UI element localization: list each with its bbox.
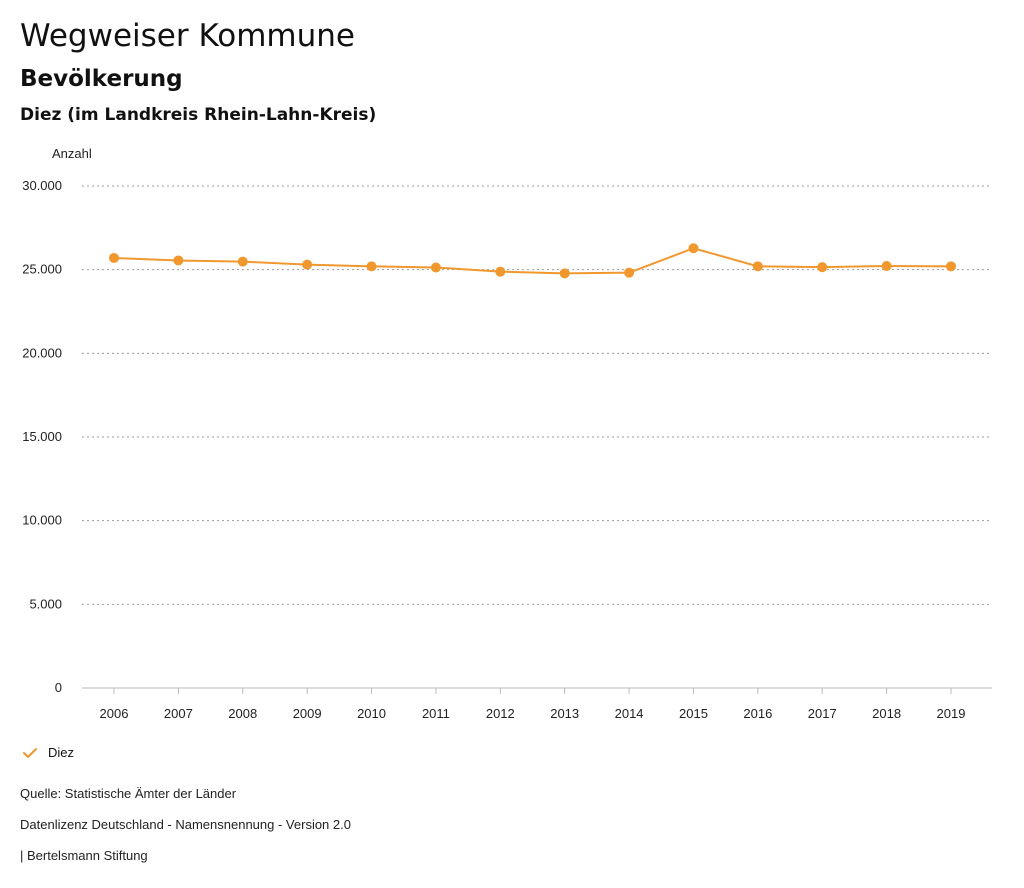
data-point[interactable] (495, 266, 506, 277)
data-point[interactable] (237, 256, 248, 267)
credit-note: | Bertelsmann Stiftung (20, 848, 148, 863)
x-tick-label: 2017 (808, 706, 837, 721)
page-subtitle: Bevölkerung (20, 66, 183, 92)
data-point[interactable] (302, 259, 313, 270)
data-point[interactable] (752, 261, 763, 272)
data-point[interactable] (624, 267, 635, 278)
legend-label: Diez (48, 745, 75, 760)
data-point[interactable] (559, 268, 570, 279)
x-tick-label: 2015 (679, 706, 708, 721)
x-tick-label: 2013 (550, 706, 579, 721)
y-tick-label: 5.000 (29, 596, 62, 611)
x-tick-label: 2016 (743, 706, 772, 721)
data-point[interactable] (173, 255, 184, 266)
y-tick-label: 30.000 (22, 178, 62, 193)
license-note: Datenlizenz Deutschland - Namensnennung … (20, 817, 351, 832)
x-tick-label: 2018 (872, 706, 901, 721)
data-point[interactable] (688, 243, 699, 254)
x-tick-label: 2007 (164, 706, 193, 721)
y-tick-label: 15.000 (22, 429, 62, 444)
data-point[interactable] (366, 261, 377, 272)
data-point[interactable] (881, 260, 892, 271)
y-axis-label: Anzahl (52, 146, 92, 161)
y-tick-label: 20.000 (22, 345, 62, 360)
x-tick-label: 2014 (615, 706, 644, 721)
series-line-diez (113, 247, 952, 275)
data-point[interactable] (430, 262, 441, 273)
x-tick-label: 2008 (228, 706, 257, 721)
x-tick-label: 2011 (422, 706, 450, 721)
population-line-chart: Anzahl 0 5.000 10.000 15.000 20.000 25.000 30.0… (22, 146, 992, 721)
x-tick-label: 2012 (486, 706, 515, 721)
y-tick-label: 0 (55, 680, 62, 695)
data-point[interactable] (946, 261, 956, 272)
y-tick-label: 10.000 (22, 513, 62, 528)
data-point[interactable] (109, 252, 119, 263)
x-tick-label: 2019 (937, 706, 966, 721)
checkmark-icon (23, 747, 37, 758)
x-tick-label: 2006 (100, 706, 129, 721)
page-title: Wegweiser Kommune (20, 18, 355, 54)
x-tick-label: 2009 (293, 706, 322, 721)
data-point[interactable] (817, 262, 828, 273)
y-tick-label: 25.000 (22, 262, 62, 277)
x-tick-label: 2010 (357, 706, 386, 721)
source-note: Quelle: Statistische Ämter der Länder (20, 786, 237, 801)
region-title: Diez (im Landkreis Rhein-Lahn-Kreis) (20, 105, 377, 125)
legend-item-diez[interactable]: Diez (22, 745, 74, 760)
